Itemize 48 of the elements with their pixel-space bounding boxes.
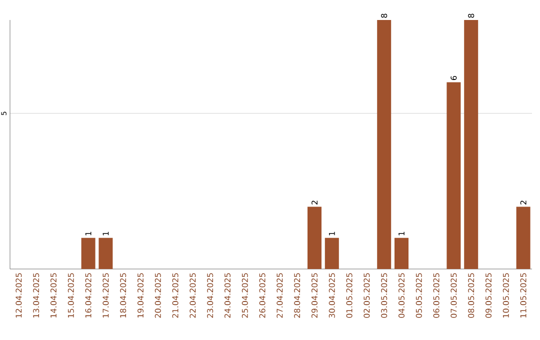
data-label: 2 xyxy=(312,200,318,204)
x-tick-label: 25.04.2025 xyxy=(242,273,248,318)
x-tick-label: 29.04.2025 xyxy=(311,273,318,318)
x-tick-label: 06.05.2025 xyxy=(433,273,440,318)
x-tick-label: 27.04.2025 xyxy=(276,273,283,318)
bar xyxy=(308,206,322,269)
x-tick-label: 28.04.2025 xyxy=(294,273,300,318)
bar xyxy=(394,238,409,269)
x-tick-label: 09.05.2025 xyxy=(485,273,492,318)
x-tick-label: 19.04.2025 xyxy=(137,273,144,318)
x-tick-label: 24.04.2025 xyxy=(224,273,231,318)
x-tick-label: 23.04.2025 xyxy=(207,273,214,318)
x-tick-label: 16.04.2025 xyxy=(85,273,92,318)
bar xyxy=(464,20,478,269)
data-label: 1 xyxy=(85,232,92,236)
x-tick-label: 04.05.2025 xyxy=(398,273,405,318)
x-tick-label: 11.05.2025 xyxy=(520,273,526,318)
x-tick-label: 30.04.2025 xyxy=(328,273,335,318)
bar xyxy=(377,20,392,269)
data-label: 2 xyxy=(520,200,526,204)
x-tick-label: 07.05.2025 xyxy=(450,273,457,318)
data-label: 1 xyxy=(398,232,404,236)
data-label: 1 xyxy=(328,232,335,236)
x-tick-label: 22.04.2025 xyxy=(190,273,196,318)
x-tick-label: 01.05.2025 xyxy=(346,273,352,318)
x-tick-label: 21.04.2025 xyxy=(172,273,178,318)
x-tick-label: 05.05.2025 xyxy=(416,273,422,318)
bar xyxy=(324,238,339,269)
x-tick-label: 13.04.2025 xyxy=(33,273,40,318)
bar xyxy=(81,238,96,269)
x-tick-label: 18.04.2025 xyxy=(120,273,126,318)
data-label: 8 xyxy=(381,14,388,18)
data-label: 8 xyxy=(468,14,474,18)
x-tick-label: 15.04.2025 xyxy=(68,273,74,318)
x-tick-label: 08.05.2025 xyxy=(468,273,474,318)
data-label: 6 xyxy=(450,76,457,80)
bar xyxy=(446,82,461,269)
x-tick-label: 26.04.2025 xyxy=(259,273,266,318)
x-tick-label: 20.04.2025 xyxy=(154,273,161,318)
x-tick-label: 10.05.2025 xyxy=(502,273,509,318)
bar xyxy=(98,238,113,269)
data-label: 1 xyxy=(102,232,109,236)
x-tick-label: 02.05.2025 xyxy=(364,273,370,318)
x-tick-label: 03.05.2025 xyxy=(381,273,388,318)
x-tick-label: 12.04.2025 xyxy=(16,273,22,318)
x-tick-label: 17.04.2025 xyxy=(102,273,109,318)
x-tick-label: 14.04.2025 xyxy=(50,273,57,318)
bar xyxy=(516,206,530,269)
